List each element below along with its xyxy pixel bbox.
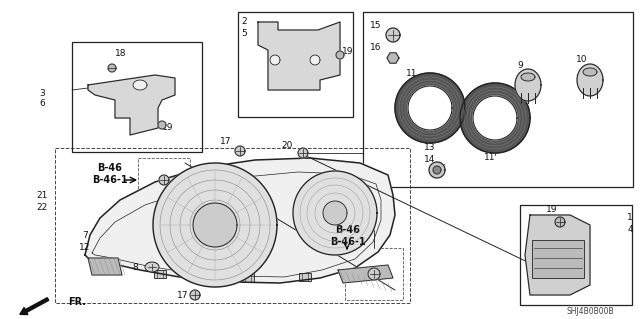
Polygon shape (293, 171, 377, 255)
Polygon shape (158, 121, 166, 129)
Polygon shape (270, 55, 280, 65)
Polygon shape (323, 201, 347, 225)
Text: 9: 9 (517, 61, 523, 70)
Polygon shape (159, 175, 169, 185)
Bar (242, 274, 254, 282)
Polygon shape (88, 75, 175, 135)
Text: FR.: FR. (68, 297, 86, 307)
Polygon shape (298, 148, 308, 158)
Text: 8: 8 (132, 263, 138, 272)
Text: 19: 19 (342, 48, 354, 56)
Text: B-46: B-46 (335, 225, 360, 235)
Polygon shape (473, 96, 517, 140)
Text: 10: 10 (576, 56, 588, 64)
Text: 11: 11 (484, 153, 496, 162)
Bar (363, 12, 633, 187)
Polygon shape (153, 163, 277, 287)
Text: 12: 12 (79, 242, 91, 251)
Ellipse shape (583, 68, 597, 76)
Polygon shape (525, 215, 590, 295)
Polygon shape (555, 217, 565, 227)
Polygon shape (258, 22, 340, 90)
Polygon shape (368, 268, 380, 280)
Polygon shape (193, 203, 237, 247)
Text: 4: 4 (627, 226, 633, 234)
Polygon shape (460, 83, 530, 153)
Bar (532, 240, 584, 278)
Polygon shape (108, 64, 116, 72)
Polygon shape (338, 265, 393, 283)
Bar (345, 248, 403, 300)
Polygon shape (190, 290, 200, 300)
Text: 19: 19 (547, 205, 557, 214)
Bar (72, 42, 202, 152)
Text: 17: 17 (220, 137, 232, 146)
Polygon shape (433, 166, 441, 174)
Text: 18: 18 (115, 49, 127, 58)
Ellipse shape (577, 64, 603, 96)
Polygon shape (408, 86, 452, 130)
Text: 2: 2 (241, 18, 247, 26)
Text: 5: 5 (241, 28, 247, 38)
Text: 22: 22 (36, 203, 47, 211)
Bar (238, 12, 353, 117)
Polygon shape (395, 73, 465, 143)
Polygon shape (429, 162, 445, 178)
Text: 13: 13 (424, 144, 436, 152)
Text: 6: 6 (39, 99, 45, 108)
Text: 14: 14 (424, 155, 436, 165)
FancyArrow shape (20, 298, 49, 315)
Text: B-46-1: B-46-1 (92, 175, 128, 185)
Polygon shape (88, 258, 122, 275)
Bar (299, 273, 311, 281)
Bar (154, 270, 166, 278)
Text: 15: 15 (371, 20, 381, 29)
Text: 21: 21 (36, 191, 48, 201)
Text: 17: 17 (177, 291, 189, 300)
Bar (55, 148, 410, 303)
Bar (520, 205, 632, 305)
Text: SHJ4B0B00B: SHJ4B0B00B (566, 308, 614, 316)
Ellipse shape (521, 73, 535, 81)
Text: 19: 19 (163, 123, 173, 132)
Polygon shape (387, 53, 399, 63)
Ellipse shape (145, 262, 159, 272)
Polygon shape (310, 55, 320, 65)
Text: 7: 7 (82, 232, 88, 241)
Text: 11: 11 (406, 69, 418, 78)
Text: B-46-1: B-46-1 (330, 237, 366, 247)
Text: 1: 1 (627, 213, 633, 222)
Bar (138, 158, 190, 203)
Ellipse shape (515, 69, 541, 101)
Polygon shape (336, 51, 344, 59)
Text: B-46: B-46 (97, 163, 122, 173)
Polygon shape (235, 146, 245, 156)
Text: 16: 16 (371, 43, 381, 53)
Polygon shape (85, 158, 395, 283)
Text: 3: 3 (39, 88, 45, 98)
Text: 20: 20 (282, 140, 292, 150)
Polygon shape (386, 28, 400, 42)
Polygon shape (133, 80, 147, 90)
